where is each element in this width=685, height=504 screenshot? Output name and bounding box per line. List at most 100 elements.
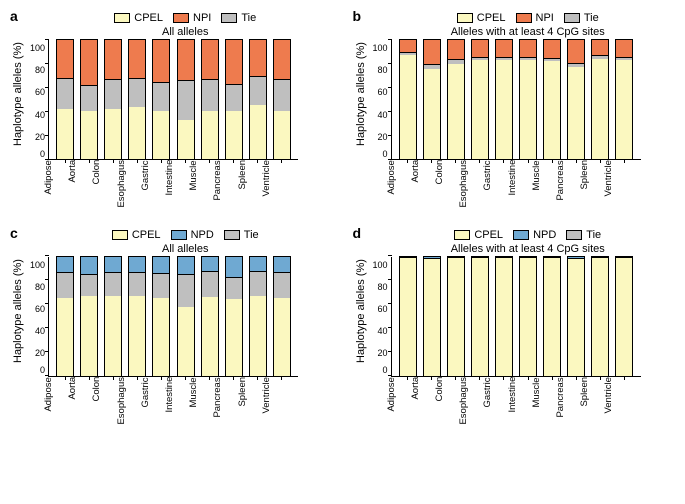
bar-segment-npd <box>129 257 145 272</box>
bar-segment-cpel <box>81 296 97 376</box>
bar-segment-cpel <box>250 296 266 376</box>
bar-segment-npi <box>448 40 464 59</box>
x-label: Esophagus <box>458 377 476 428</box>
bar-segment-npi <box>568 40 584 63</box>
bar-segment-cpel <box>153 111 169 159</box>
bar-segment-cpel <box>520 60 536 159</box>
bar-segment-tie <box>81 85 97 111</box>
x-labels: AdiposeAortaColonEsophagusGastricIntesti… <box>379 160 629 211</box>
y-tick-label: 60 <box>26 305 45 314</box>
stacked-bar <box>447 39 465 159</box>
y-tick-label: 80 <box>369 283 388 292</box>
x-label: Muscle <box>188 160 206 211</box>
plot-area <box>48 40 298 160</box>
bar-segment-tie <box>178 80 194 119</box>
legend-swatch <box>171 230 187 240</box>
legend-label: CPEL <box>132 229 161 241</box>
stacked-bar <box>104 39 122 159</box>
panel-b: bCPELNPITieAlleles with at least 4 CpG s… <box>355 12 674 211</box>
stacked-bar <box>177 39 195 159</box>
x-label: Ventricle <box>261 160 279 211</box>
x-label: Spleen <box>237 160 255 211</box>
y-axis-label: Haplotype alleles (%) <box>355 257 367 377</box>
stacked-bar <box>80 256 98 376</box>
x-label: Intestine <box>164 377 182 428</box>
bars-container <box>392 257 641 376</box>
stacked-bar <box>225 39 243 159</box>
y-ticks: 100806040200 <box>26 257 48 377</box>
x-label: Ventricle <box>603 377 621 428</box>
bar-segment-npd <box>178 257 194 275</box>
bar-segment-tie <box>81 274 97 295</box>
stacked-bar <box>249 39 267 159</box>
x-labels: AdiposeAortaColonEsophagusGastricIntesti… <box>36 377 286 428</box>
panel-label: c <box>10 225 18 241</box>
chart-grid: aCPELNPITieAll allelesHaplotype alleles … <box>12 12 673 427</box>
y-tick-label: 40 <box>26 111 45 120</box>
y-tick-label: 0 <box>369 150 388 159</box>
stacked-bar <box>56 39 74 159</box>
bar-segment-npi <box>226 40 242 84</box>
legend-swatch <box>564 13 580 23</box>
bar-segment-npd <box>274 257 290 272</box>
legend-item-tie: Tie <box>221 12 256 24</box>
x-label: Ventricle <box>603 160 621 211</box>
legend-item-tie: Tie <box>224 229 259 241</box>
bars-container <box>49 257 298 376</box>
bar-segment-npi <box>57 40 73 78</box>
bar-segment-npi <box>81 40 97 85</box>
bars-container <box>49 40 298 159</box>
legend: CPELNPDTie <box>40 229 331 241</box>
y-axis-label: Haplotype alleles (%) <box>355 40 367 160</box>
bar-segment-cpel <box>178 120 194 159</box>
bar-segment-npi <box>202 40 218 79</box>
stacked-bar <box>152 256 170 376</box>
x-label: Gastric <box>482 160 500 211</box>
x-label: Intestine <box>164 160 182 211</box>
bar-segment-npd <box>202 257 218 271</box>
plot-area <box>391 40 641 160</box>
bar-segment-npi <box>105 40 121 79</box>
x-label: Colon <box>434 377 452 428</box>
y-tick-label: 0 <box>369 366 388 375</box>
bar-segment-npi <box>424 40 440 64</box>
stacked-bar <box>519 39 537 159</box>
x-label: Ventricle <box>261 377 279 428</box>
stacked-bar <box>423 256 441 376</box>
bar-segment-npd <box>57 257 73 272</box>
stacked-bar <box>591 256 609 376</box>
stacked-bar <box>201 256 219 376</box>
y-tick-label: 20 <box>369 133 388 142</box>
bar-segment-npd <box>250 257 266 271</box>
stacked-bar <box>543 256 561 376</box>
x-label: Adipose <box>386 377 404 428</box>
bar-segment-cpel <box>81 111 97 159</box>
chart-wrap: Haplotype alleles (%)100806040200 <box>12 257 331 377</box>
bar-segment-cpel <box>496 258 512 375</box>
x-labels: AdiposeAortaColonEsophagusGastricIntesti… <box>36 160 286 211</box>
stacked-bar <box>399 39 417 159</box>
x-label: Muscle <box>531 160 549 211</box>
y-axis-label: Haplotype alleles (%) <box>12 40 24 160</box>
y-tick-label: 20 <box>26 133 45 142</box>
legend-item-npi: NPI <box>516 12 554 24</box>
legend-swatch <box>457 13 473 23</box>
bar-segment-cpel <box>153 298 169 375</box>
bar-segment-cpel <box>568 259 584 376</box>
bar-segment-cpel <box>472 60 488 159</box>
bar-segment-npd <box>81 257 97 275</box>
y-tick-label: 80 <box>369 66 388 75</box>
legend-item-cpel: CPEL <box>454 229 503 241</box>
x-label: Muscle <box>531 377 549 428</box>
bar-segment-npi <box>153 40 169 82</box>
bar-segment-tie <box>57 78 73 109</box>
bar-segment-tie <box>226 84 242 111</box>
x-label: Esophagus <box>458 160 476 211</box>
bar-segment-tie <box>226 277 242 300</box>
stacked-bar <box>591 39 609 159</box>
bar-segment-tie <box>274 79 290 111</box>
bar-segment-cpel <box>592 258 608 375</box>
bars-container <box>392 40 641 159</box>
legend: CPELNPITie <box>383 12 674 24</box>
chart-wrap: Haplotype alleles (%)100806040200 <box>355 257 674 377</box>
